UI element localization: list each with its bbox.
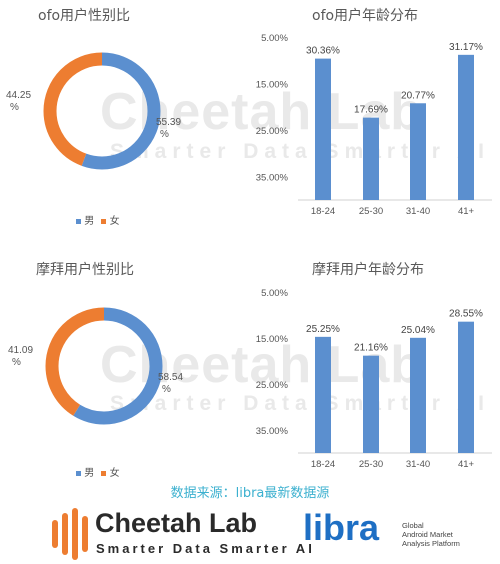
brand-name: Cheetah Lab <box>95 508 258 538</box>
watermark-bottom-tagline: Smarter Data Smarter AI <box>110 392 490 415</box>
bar-value-label: 25.25% <box>306 324 340 335</box>
slice-female <box>43 52 161 170</box>
legend-label-female: 女 <box>109 468 120 479</box>
bar <box>363 117 379 200</box>
bar-value-label: 17.69% <box>354 105 388 116</box>
legend-swatch-female <box>101 218 107 224</box>
bar <box>410 103 426 200</box>
y-tick-label: 25.00% <box>256 126 289 137</box>
libra-desc-line: Global <box>402 521 424 530</box>
libra-desc-line: Android Market <box>402 530 453 539</box>
mobike-age-panel: 摩拜用户年龄分布 35.00% 25.00% 15.00% 5.00% 25.25% 18… <box>230 253 500 483</box>
ofo-gender-panel: ofo用户性别比 55.39% 44.25% 男 女 <box>0 0 210 240</box>
y-tick-label: 15.00% <box>256 334 289 345</box>
bar <box>315 58 331 200</box>
bar-value-label: 28.55% <box>449 309 483 320</box>
brand-tagline: Smarter Data Smarter AI <box>96 541 315 556</box>
ofo-age-panel: ofo用户年龄分布 35.00% 25.00% 15.00% 5.00% 30.36% 1… <box>230 0 500 240</box>
x-tick-label: 25-30 <box>359 206 383 217</box>
x-tick-label: 41+ <box>458 206 475 217</box>
x-tick-label: 18-24 <box>311 206 335 217</box>
y-tick-label: 35.00% <box>256 173 289 184</box>
legend-swatch-male <box>76 218 81 224</box>
bar-value-label: 25.04% <box>401 325 435 336</box>
legend: 男 女 <box>76 464 120 479</box>
bar-value-label: 21.16% <box>354 343 388 354</box>
x-tick-label: 31-40 <box>406 459 430 470</box>
x-tick-label: 41+ <box>458 459 475 470</box>
legend-label-male: 男 <box>84 216 95 227</box>
y-tick-label: 25.00% <box>256 380 289 391</box>
chart-title: 摩拜用户年龄分布 <box>312 262 424 278</box>
legend-label-male: 男 <box>84 468 95 479</box>
y-tick-label: 5.00% <box>261 33 288 44</box>
cheetah-logo-icon <box>52 508 88 560</box>
bar-value-label: 31.17% <box>449 42 483 53</box>
data-label-male: 58.54% <box>158 372 183 395</box>
bar <box>458 321 474 453</box>
mobike-age-bar-chart: 35.00% 25.00% 15.00% 5.00% 25.25% 18-24 21.16%… <box>256 288 492 470</box>
y-tick-label: 15.00% <box>256 80 289 91</box>
legend-swatch-female <box>101 470 107 476</box>
watermark-top-tagline: Smarter Data Smarter AI <box>110 140 490 163</box>
data-source-note: 数据来源：libra最新数据源 <box>170 486 330 501</box>
x-tick-label: 18-24 <box>311 459 335 470</box>
libra-description: Global Android Market Analysis Platform <box>402 521 492 548</box>
libra-desc-line: Analysis Platform <box>402 539 460 548</box>
bar <box>363 355 379 453</box>
data-label-male: 55.39% <box>156 117 181 140</box>
chart-title: ofo用户性别比 <box>38 8 131 24</box>
bar <box>458 54 474 201</box>
bar <box>410 337 426 453</box>
legend-swatch-male <box>76 470 81 476</box>
x-tick-label: 25-30 <box>359 459 383 470</box>
bar-value-label: 20.77% <box>401 90 435 101</box>
ofo-age-bar-chart: 35.00% 25.00% 15.00% 5.00% 30.36% 18-24 17.69%… <box>256 33 492 217</box>
legend: 男 女 <box>76 212 120 227</box>
mobike-gender-donut: 58.54 % 41.09% <box>8 307 183 425</box>
legend-label-female: 女 <box>109 216 120 227</box>
chart-title: 摩拜用户性别比 <box>36 262 134 278</box>
data-label-female: 44.25% <box>6 90 31 113</box>
bar-value-label: 30.36% <box>306 46 340 57</box>
chart-title: ofo用户年龄分布 <box>312 8 419 24</box>
x-tick-label: 31-40 <box>406 206 430 217</box>
libra-logo: libra <box>303 507 380 548</box>
slice-female <box>45 307 163 425</box>
data-label-female: 41.09% <box>8 345 33 368</box>
bar <box>315 336 331 453</box>
y-tick-label: 5.00% <box>261 288 288 299</box>
ofo-gender-donut: 55.39 % 44.25% <box>6 52 181 170</box>
y-tick-label: 35.00% <box>256 426 289 437</box>
mobike-gender-panel: 摩拜用户性别比 58.54% 41.09% 男 女 <box>0 253 210 483</box>
